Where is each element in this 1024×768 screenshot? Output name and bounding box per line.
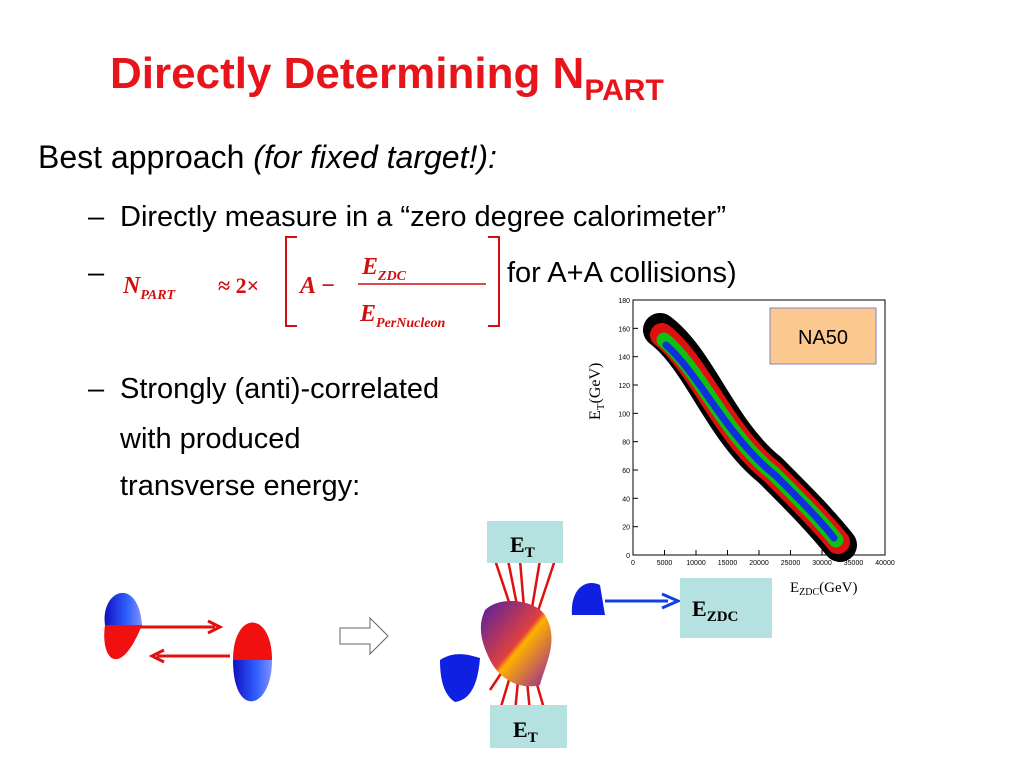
x-axis-label: EZDC(GeV)	[790, 580, 858, 598]
formula-num: EZDC	[361, 254, 407, 284]
den: E	[359, 301, 376, 327]
et-bottom: ET	[513, 717, 538, 746]
y-label-unit: (GeV)	[587, 363, 604, 404]
sub-bullet-line: with produced	[119, 423, 301, 455]
sub-bullet-line: transverse energy:	[120, 470, 360, 502]
y-tick-label: 120	[618, 383, 630, 390]
den-sub: PerNucleon	[376, 316, 445, 331]
et: E	[510, 532, 525, 557]
formula: NPART ≈ 2× A − EZDC EPerNucleon	[122, 236, 500, 331]
x-tick-label: 40000	[875, 560, 895, 567]
sub-bullet-dash: –	[88, 257, 105, 289]
formula-n: NPART	[122, 273, 177, 303]
y-tick-label: 60	[622, 468, 630, 475]
ezdc: EZDC	[692, 596, 738, 625]
label-box	[680, 578, 772, 638]
x-tick-label: 0	[631, 560, 635, 567]
bullet-text: Best approach	[38, 139, 253, 175]
formula-a: A −	[298, 273, 335, 299]
x-tick-label: 5000	[657, 560, 673, 567]
legend-text: NA50	[798, 327, 848, 349]
nucleus-half	[233, 660, 272, 702]
y-tick-label: 100	[618, 411, 630, 418]
legend-box	[769, 307, 877, 365]
plot: NA50 ET(GeV) EZDC(GeV) 02040608010012014…	[587, 298, 895, 598]
bullet: Best approach (for fixed target!):	[38, 139, 497, 175]
sub-bullet: for A+A collisions)	[507, 257, 737, 289]
num: E	[361, 254, 378, 280]
num-sub: ZDC	[377, 269, 407, 284]
x-tick-label: 25000	[781, 560, 801, 567]
slide-title: Directly Determining NPART	[110, 49, 664, 107]
et-sub: T	[525, 545, 535, 561]
sub-bullet-dash: –	[88, 373, 105, 405]
ezdc-sub: ZDC	[707, 609, 739, 625]
formula-den: EPerNucleon	[359, 301, 445, 331]
title-text: Directly Determining N	[110, 49, 584, 98]
y-tick-label: 160	[618, 326, 630, 333]
nucleus-half	[104, 625, 142, 660]
ezdc-main: E	[692, 596, 707, 621]
diagram: ET EZDC ET	[104, 521, 772, 748]
nucleus-half	[233, 622, 272, 660]
y-label: E	[587, 410, 604, 420]
y-tick-label: 80	[622, 440, 630, 447]
x-label-sub: ZDC	[799, 587, 819, 598]
label-box	[487, 521, 563, 563]
n-sub: PART	[140, 288, 176, 303]
bracket	[285, 236, 500, 327]
sub-bullet-dash: –	[88, 201, 105, 233]
title-subscript: PART	[584, 74, 663, 107]
spectator	[440, 654, 480, 702]
x-label: E	[790, 580, 799, 596]
y-tick-label: 40	[622, 496, 630, 503]
contour	[662, 341, 838, 542]
y-tick-label: 140	[618, 355, 630, 362]
n: N	[122, 273, 142, 299]
nucleus-half	[104, 592, 142, 625]
bullet-emphasis: (for fixed target!):	[253, 139, 497, 175]
x-label-unit: (GeV)	[819, 580, 857, 596]
et: E	[513, 717, 528, 742]
y-tick-label: 180	[618, 298, 630, 305]
arrows	[140, 619, 230, 664]
label-box	[490, 705, 567, 748]
y-label-sub: T	[595, 403, 607, 410]
spectator	[571, 583, 605, 615]
formula-approx: ≈ 2×	[218, 273, 259, 298]
x-tick-label: 35000	[844, 560, 864, 567]
x-tick-label: 15000	[718, 560, 738, 567]
hollow-arrow	[339, 616, 389, 656]
x-tick-label: 20000	[749, 560, 769, 567]
y-axis-label: ET(GeV)	[587, 363, 607, 420]
y-tick-label: 20	[622, 525, 630, 532]
x-tick-label: 30000	[812, 560, 832, 567]
et-top: ET	[510, 532, 535, 561]
x-tick-label: 10000	[686, 560, 706, 567]
y-tick-label: 0	[626, 553, 630, 560]
sub-bullet-line: Strongly (anti)-correlated	[120, 373, 439, 405]
fireball	[480, 600, 552, 687]
blue-arrow	[605, 592, 682, 610]
sub-bullet: Directly measure in a “zero degree calor…	[120, 201, 726, 233]
et-sub: T	[528, 730, 538, 746]
